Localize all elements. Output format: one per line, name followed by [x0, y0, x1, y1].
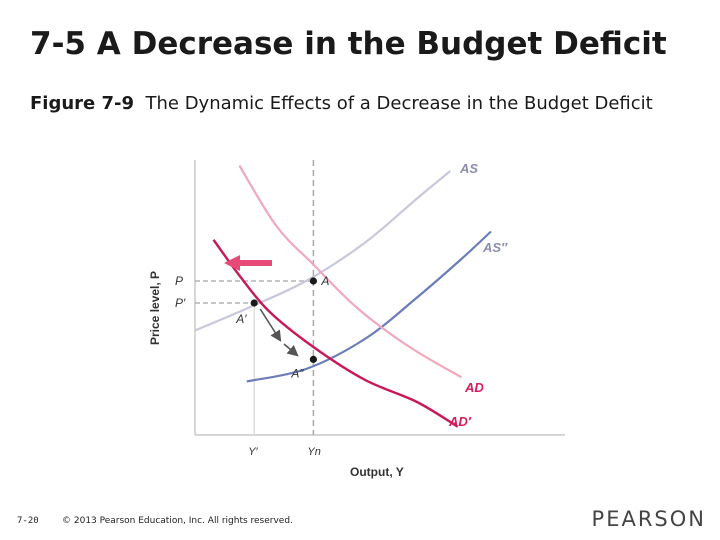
pearson-logo: PEARSON [591, 507, 706, 531]
curve-label-ad: AD [464, 380, 484, 395]
slide-title: 7-5 A Decrease in the Budget Deficit [30, 26, 667, 62]
curve-label-as: AS [459, 161, 478, 176]
x-axis-label: Output, Y [350, 465, 404, 479]
curve-label-ad-new: AD′ [448, 414, 472, 429]
shift-arrow-icon [224, 255, 240, 271]
figure-number: Figure 7-9 [30, 93, 135, 114]
curve-label-as-new: AS″ [482, 240, 508, 255]
curve-as-new [246, 230, 492, 383]
point-a [309, 277, 317, 285]
copyright-text: © 2013 Pearson Education, Inc. All right… [62, 516, 293, 526]
y-tick-label-p: P [175, 274, 183, 288]
point-label-a-double-prime: A″ [290, 366, 304, 380]
curve-as [194, 170, 452, 332]
y-axis-label: Price level, P [148, 271, 162, 345]
curve-ad [238, 164, 462, 379]
point-a-prime [250, 299, 258, 307]
y-tick-label-p-prime: P′ [175, 296, 186, 310]
path-arrow-2 [283, 343, 299, 357]
curve-ad-new [212, 239, 459, 428]
x-tick-label-y-prime: Y′ [248, 446, 258, 458]
figure-caption-text: The Dynamic Effects of a Decrease in the… [145, 93, 653, 114]
path-arrow-1 [259, 308, 282, 342]
point-label-a: A [320, 274, 329, 288]
point-label-a-prime: A′ [235, 312, 247, 326]
page-number: 7-20 [17, 516, 39, 526]
x-tick-label-yn: Yn [307, 446, 320, 458]
figure-caption: Figure 7-9 The Dynamic Effects of a Decr… [30, 92, 690, 116]
point-a-dprime [309, 355, 317, 363]
plot-area: Output, Y Price level, P AS AS″ AD AD′ A A′ A″ PP… [148, 160, 565, 479]
